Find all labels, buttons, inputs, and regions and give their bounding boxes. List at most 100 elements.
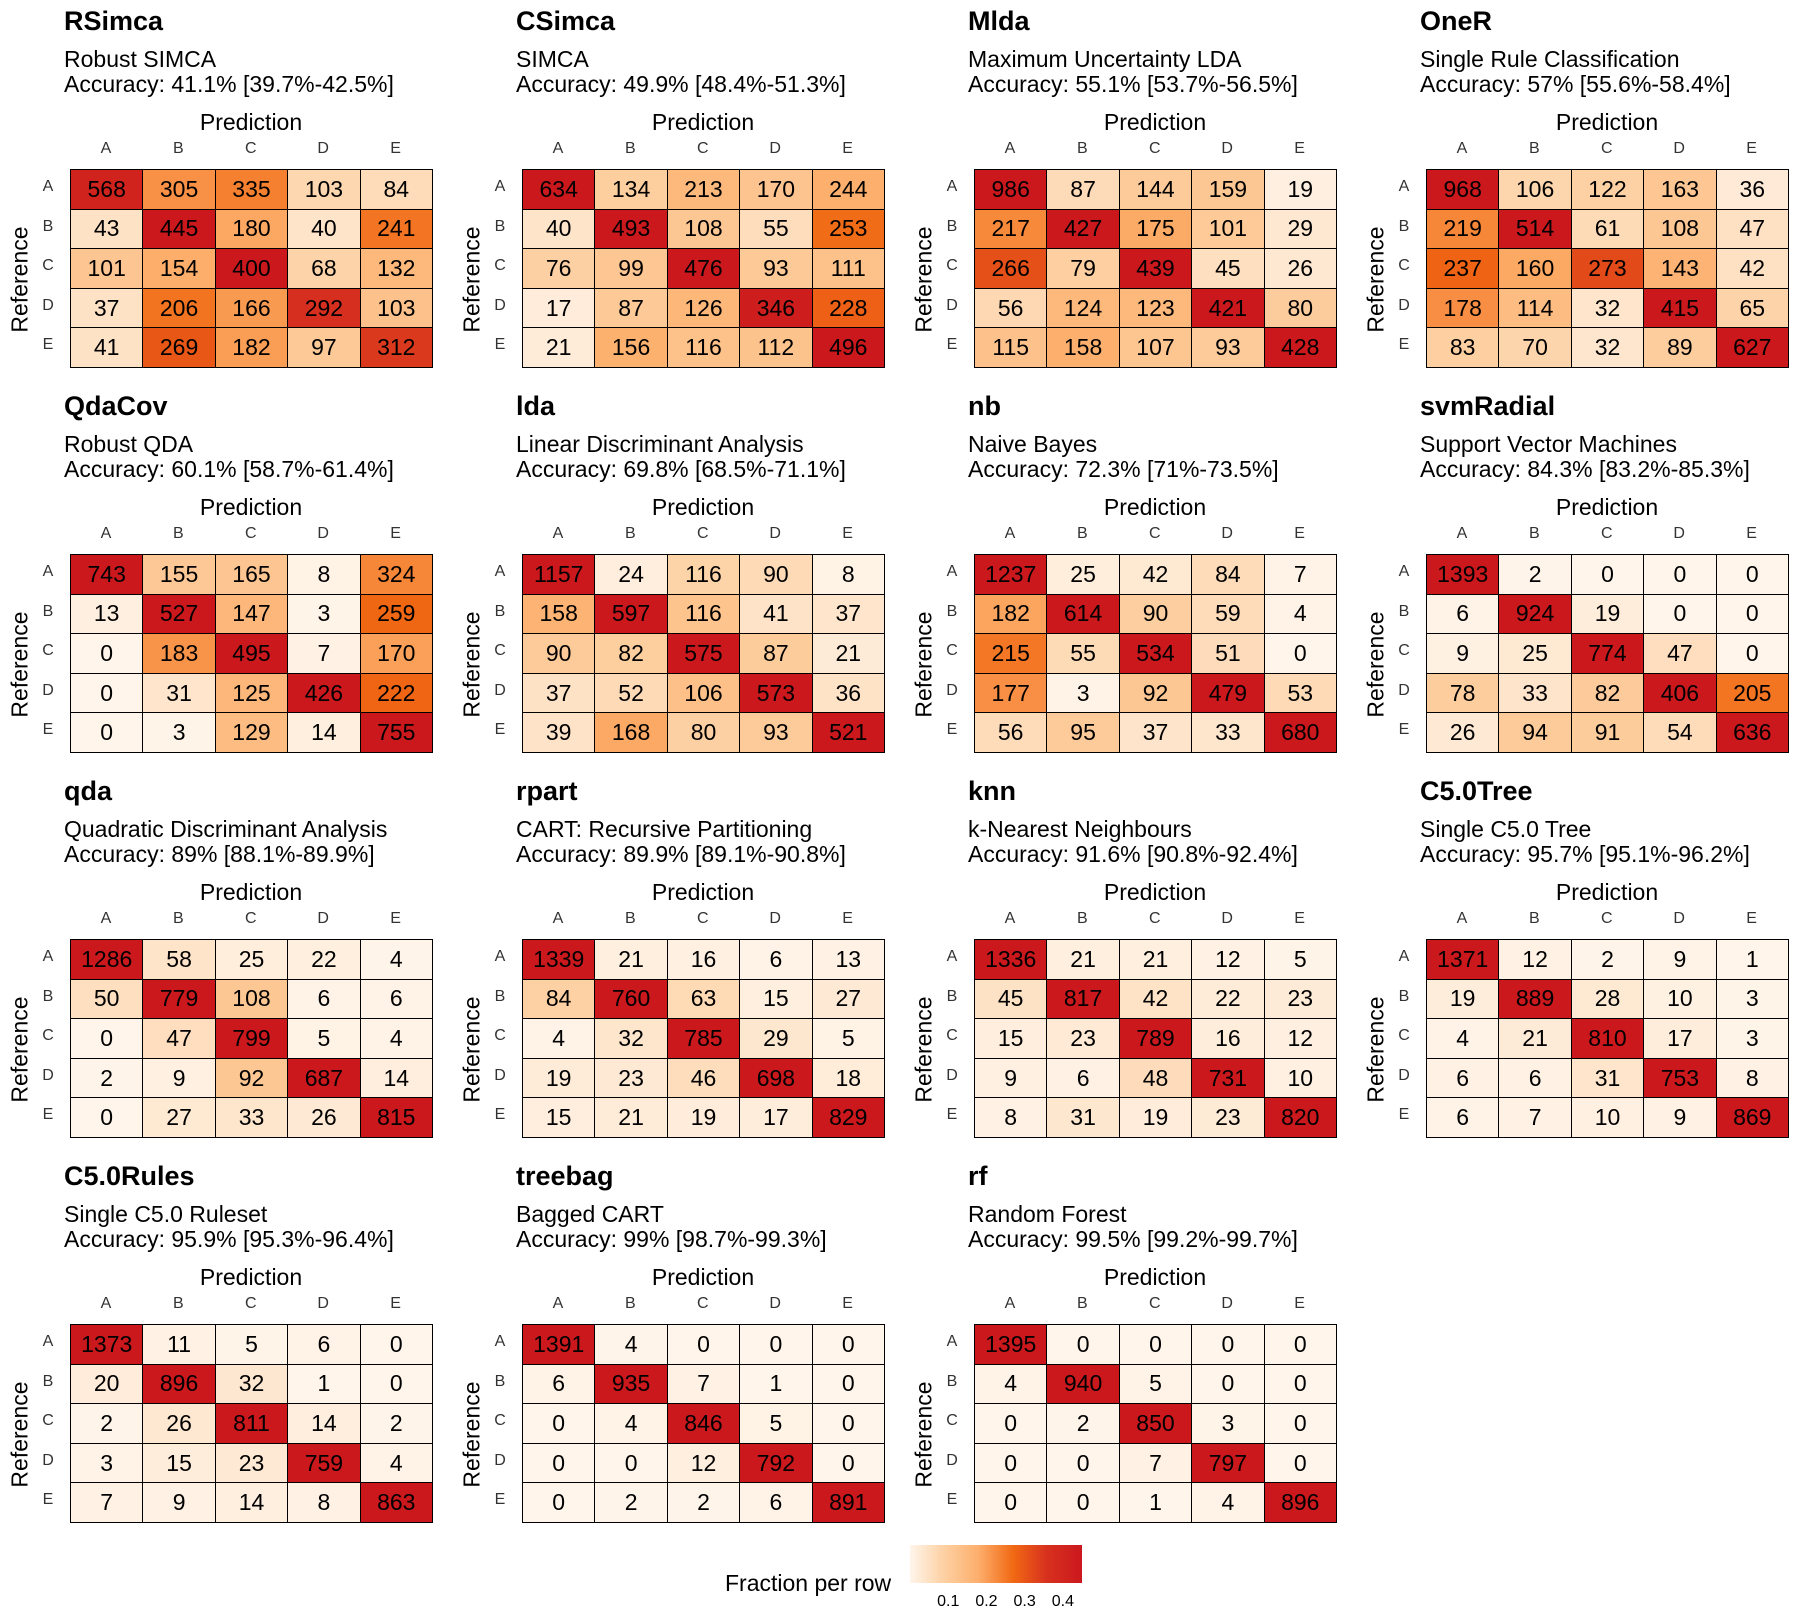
matrix-cell: 91 <box>1570 712 1645 753</box>
panel-title: RSimca <box>64 6 164 36</box>
matrix-cell: 116 <box>666 554 741 595</box>
matrix-cell: 0 <box>70 1097 144 1138</box>
matrix-cell: 180 <box>214 208 289 250</box>
matrix-cell: 0 <box>1263 1324 1337 1365</box>
matrix-cell: 527 <box>142 593 216 635</box>
matrix-cell: 755 <box>359 712 433 753</box>
panel-subtitle: Single Rule Classification <box>1420 46 1680 72</box>
prediction-tick-b: B <box>173 910 184 927</box>
prediction-tick-e: E <box>1746 525 1757 542</box>
matrix-cell: 810 <box>1570 1018 1645 1059</box>
prediction-tick-a: A <box>100 140 112 157</box>
reference-axis-label: Reference <box>1362 226 1389 333</box>
prediction-tick-a: A <box>552 140 564 157</box>
matrix-cell: 0 <box>1118 1324 1193 1365</box>
matrix-cell: 55 <box>739 208 813 250</box>
matrix-cell: 7 <box>287 633 361 674</box>
matrix-cell: 0 <box>1046 1482 1120 1523</box>
matrix-cell: 237 <box>1426 248 1500 289</box>
panel-accuracy: Accuracy: 89% [88.1%-89.9%] <box>64 841 375 867</box>
reference-axis-label: Reference <box>6 996 33 1103</box>
prediction-axis-label: Prediction <box>1555 494 1659 520</box>
prediction-tick-d: D <box>317 1295 329 1312</box>
matrix-cell: 8 <box>287 554 361 595</box>
panel-accuracy: Accuracy: 72.3% [71%-73.5%] <box>968 456 1279 482</box>
prediction-tick-e: E <box>390 910 401 927</box>
matrix-cell: 3 <box>1715 978 1789 1020</box>
matrix-cell: 0 <box>1046 1324 1120 1365</box>
matrix-cell: 986 <box>974 169 1048 210</box>
matrix-cell: 17 <box>1643 1018 1717 1059</box>
matrix-cell: 22 <box>1191 978 1265 1020</box>
matrix-cell: 114 <box>1498 287 1572 329</box>
matrix-cell: 968 <box>1426 169 1500 210</box>
matrix-cell: 29 <box>1263 208 1337 250</box>
matrix-cell: 760 <box>594 978 668 1020</box>
matrix-cell: 0 <box>1715 554 1789 595</box>
prediction-tick-d: D <box>1221 910 1233 927</box>
prediction-tick-d: D <box>769 525 781 542</box>
matrix-cell: 99 <box>594 248 668 289</box>
matrix-cell: 439 <box>1118 248 1193 289</box>
reference-tick-c: C <box>42 1412 54 1430</box>
matrix-cell: 58 <box>142 939 216 980</box>
matrix-cell: 896 <box>1263 1482 1337 1523</box>
panel-accuracy: Accuracy: 57% [55.6%-58.4%] <box>1420 71 1731 97</box>
matrix-cell: 16 <box>1191 1018 1265 1059</box>
matrix-cell: 160 <box>1498 248 1572 289</box>
panel-title: svmRadial <box>1420 391 1556 421</box>
prediction-tick-e: E <box>842 1295 853 1312</box>
matrix-cell: 820 <box>1263 1097 1337 1138</box>
panel-subtitle: Linear Discriminant Analysis <box>516 431 804 457</box>
reference-tick-b: B <box>946 217 958 235</box>
matrix-cell: 47 <box>142 1018 216 1059</box>
reference-tick-d: D <box>494 1451 506 1469</box>
confusion-matrix-panel: RSimca Robust SIMCA Accuracy: 41.1% [39.7%… <box>0 0 440 380</box>
matrix-cell: 259 <box>359 593 433 635</box>
matrix-cell: 101 <box>70 248 144 289</box>
matrix-cell: 24 <box>594 554 668 595</box>
prediction-tick-a: A <box>552 1295 564 1312</box>
matrix-cell: 0 <box>811 1442 885 1484</box>
panel-subtitle: Support Vector Machines <box>1420 431 1677 457</box>
matrix-cell: 1393 <box>1426 554 1500 595</box>
matrix-cell: 51 <box>1191 633 1265 674</box>
matrix-cell: 143 <box>1643 248 1717 289</box>
reference-tick-a: A <box>946 178 958 195</box>
matrix-cell: 14 <box>359 1057 433 1099</box>
matrix-cell: 12 <box>1263 1018 1337 1059</box>
confusion-matrix-panel: qda Quadratic Discriminant Analysis Accura… <box>0 770 440 1150</box>
matrix-cell: 479 <box>1191 672 1265 714</box>
legend-title: Fraction per row <box>725 1570 892 1596</box>
matrix-cell: 743 <box>70 554 144 595</box>
reference-tick-a: A <box>494 1333 506 1350</box>
reference-axis-label: Reference <box>910 226 937 333</box>
confusion-matrix-panel: knn k-Nearest Neighbours Accuracy: 91.6% [… <box>904 770 1344 1150</box>
matrix-cell: 90 <box>522 633 596 674</box>
prediction-tick-b: B <box>173 140 184 157</box>
confusion-matrix-panel: rf Random Forest Accuracy: 99.5% [99.2%-99… <box>904 1155 1344 1535</box>
reference-tick-b: B <box>1398 602 1410 620</box>
prediction-tick-b: B <box>625 910 636 927</box>
matrix-cell: 1336 <box>974 939 1048 980</box>
matrix-cell: 61 <box>1570 208 1645 250</box>
matrix-cell: 50 <box>70 978 144 1020</box>
matrix-cell: 896 <box>142 1363 216 1405</box>
panel-subtitle: Robust QDA <box>64 431 194 457</box>
matrix-cell: 2 <box>70 1403 144 1444</box>
matrix-cell: 78 <box>1426 672 1500 714</box>
matrix-cell: 1237 <box>974 554 1048 595</box>
confusion-matrix-panel: Mlda Maximum Uncertainty LDA Accuracy: 55.… <box>904 0 1344 380</box>
reference-tick-a: A <box>1398 563 1410 580</box>
prediction-tick-e: E <box>390 525 401 542</box>
matrix-cell: 575 <box>666 633 741 674</box>
matrix-cell: 43 <box>70 208 144 250</box>
reference-tick-d: D <box>1398 296 1410 314</box>
matrix-cell: 292 <box>287 287 361 329</box>
matrix-cell: 4 <box>359 1442 433 1484</box>
matrix-cell: 19 <box>1263 169 1337 210</box>
matrix-cell: 80 <box>1263 287 1337 329</box>
reference-tick-c: C <box>946 1027 958 1045</box>
matrix-cell: 17 <box>522 287 596 329</box>
matrix-cell: 15 <box>739 978 813 1020</box>
